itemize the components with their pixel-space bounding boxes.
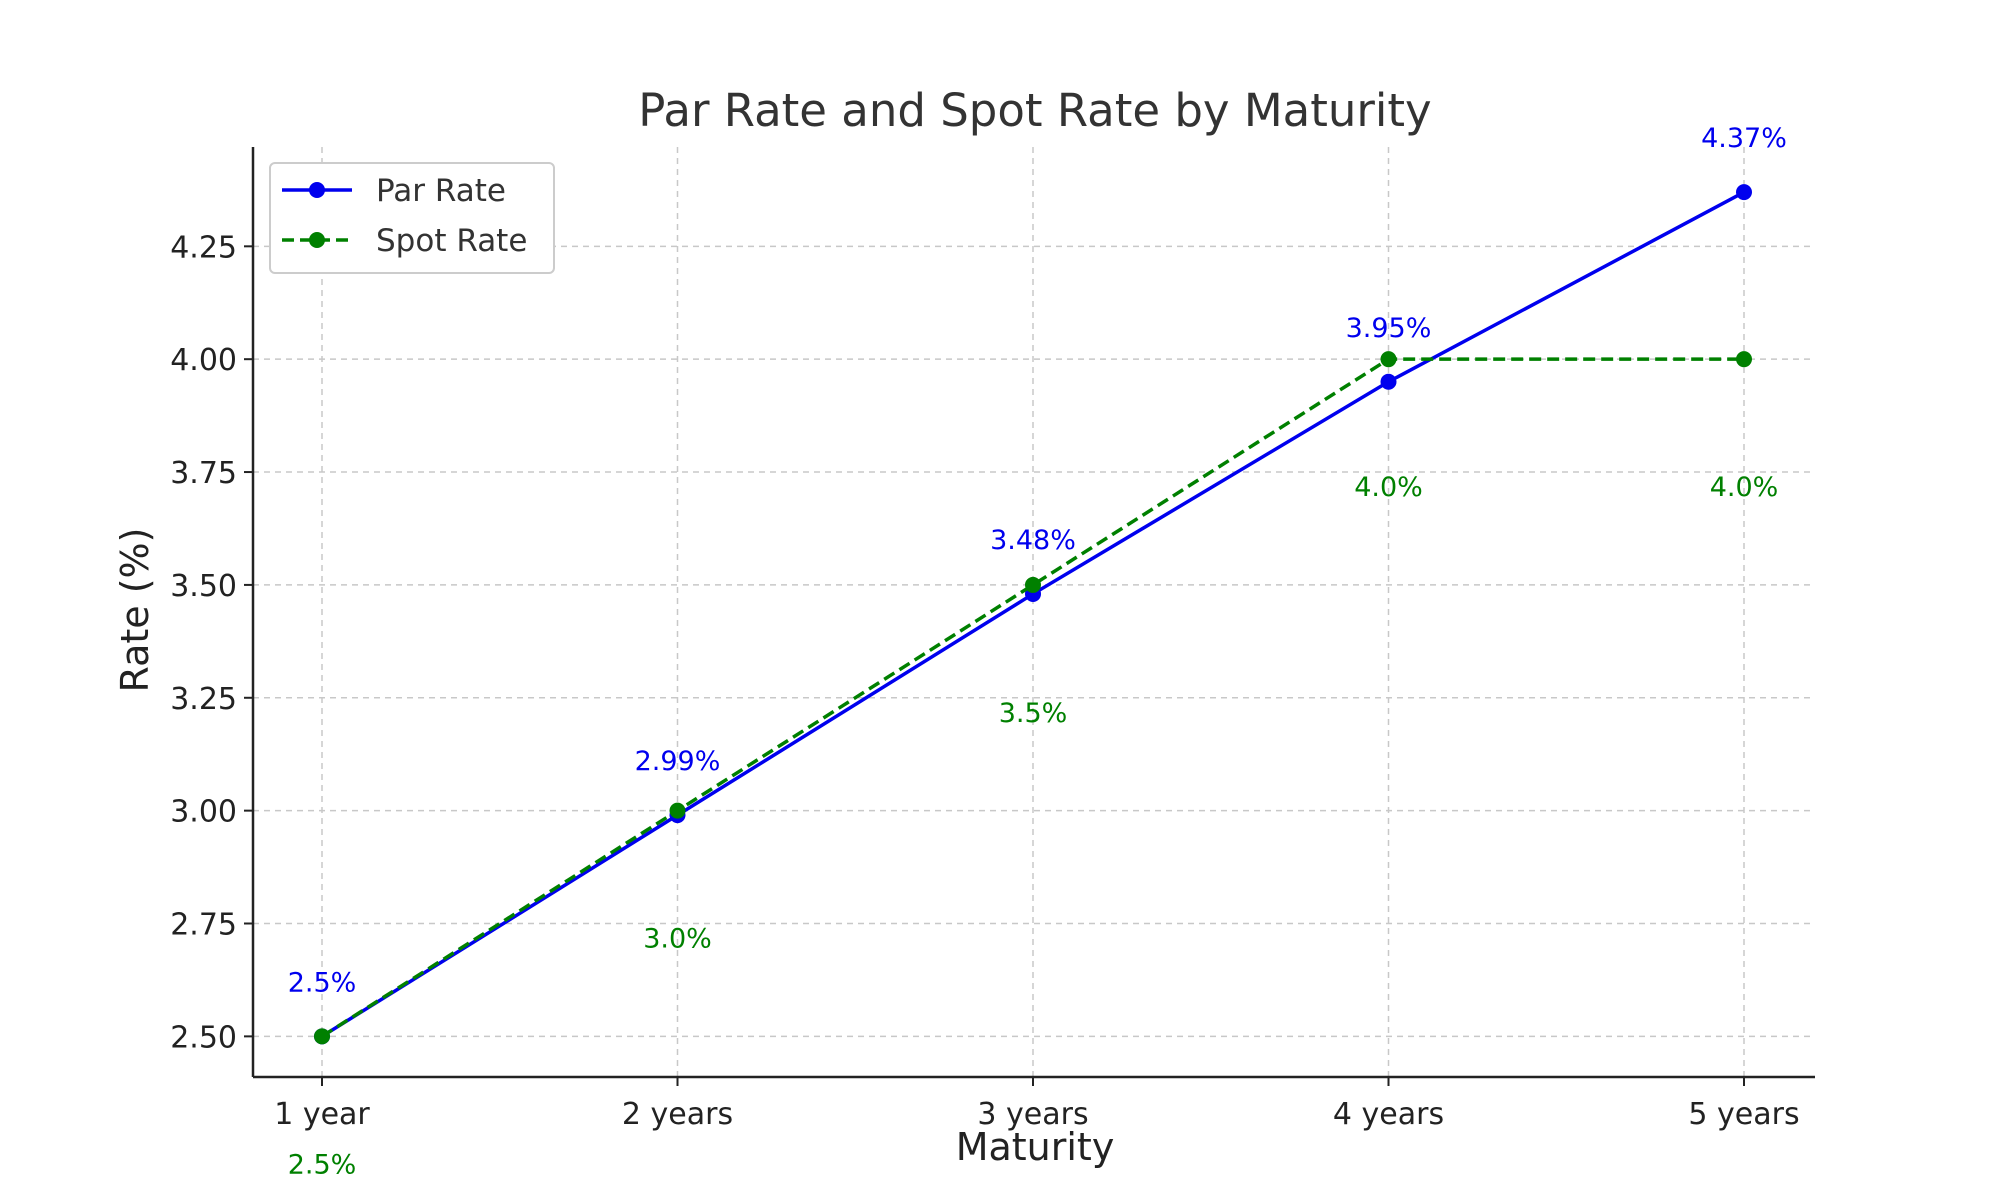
spot-rate-data-label: 4.0%	[1710, 472, 1779, 503]
y-axis-label: Rate (%)	[113, 528, 157, 693]
par-rate-point	[1380, 373, 1397, 390]
legend-marker-spot	[309, 232, 325, 248]
spot-rate-data-label: 3.5%	[999, 698, 1068, 729]
spot-rate-point	[1025, 576, 1041, 593]
spot-rate-point	[669, 802, 686, 819]
y-tick-label: 3.25	[170, 682, 237, 717]
legend: Par Rate Spot Rate	[269, 162, 555, 274]
legend-marker-par	[309, 182, 325, 198]
x-tick-label: 3 years	[977, 1097, 1088, 1132]
series	[314, 184, 1752, 1045]
spot-rate-data-label: 2.5%	[288, 1149, 357, 1180]
x-axis-label: Maturity	[956, 1125, 1115, 1169]
x-tick-label: 2 years	[622, 1097, 733, 1132]
spot-rate-data-label: 3.0%	[643, 924, 712, 955]
spot-rate-point	[1380, 351, 1397, 368]
y-tick-label: 3.00	[170, 795, 237, 830]
y-tick-label: 2.75	[170, 908, 237, 943]
par-rate-data-label: 3.95%	[1346, 313, 1432, 344]
y-tick-label: 2.50	[170, 1020, 237, 1055]
axes	[251, 147, 1815, 1079]
data-labels: 2.5% 2.99% 3.48% 3.95% 4.37% 2.5% 3.0% 3.5% 4.0%…	[288, 123, 1787, 1180]
x-tick-label: 4 years	[1333, 1097, 1444, 1132]
grid	[253, 147, 1815, 1077]
legend-label-par: Par Rate	[376, 173, 506, 209]
par-rate-point	[1736, 184, 1752, 201]
y-ticks: 2.50 2.75 3.00 3.25 3.50 3.75 4.00 4.25	[170, 230, 253, 1055]
par-rate-data-label: 2.5%	[288, 967, 357, 998]
spot-rate-data-label: 4.0%	[1354, 472, 1423, 503]
x-ticks: 1 year 2 years 3 years 4 years 5 years	[274, 1077, 1800, 1132]
par-rate-data-label: 3.48%	[990, 525, 1076, 556]
chart-title: Par Rate and Spot Rate by Maturity	[638, 84, 1431, 137]
par-rate-data-label: 4.37%	[1701, 123, 1787, 154]
y-tick-label: 4.25	[170, 230, 237, 265]
x-tick-label: 1 year	[274, 1097, 370, 1132]
spot-rate-point	[314, 1028, 330, 1045]
par-rate-data-label: 2.99%	[635, 746, 721, 777]
legend-label-spot: Spot Rate	[376, 223, 527, 259]
spot-rate-line	[321, 357, 1744, 1038]
y-tick-label: 3.50	[170, 569, 237, 604]
x-tick-label: 5 years	[1688, 1097, 1799, 1132]
y-tick-label: 4.00	[170, 343, 237, 378]
spot-rate-point	[1736, 351, 1752, 368]
y-tick-label: 3.75	[170, 456, 237, 491]
